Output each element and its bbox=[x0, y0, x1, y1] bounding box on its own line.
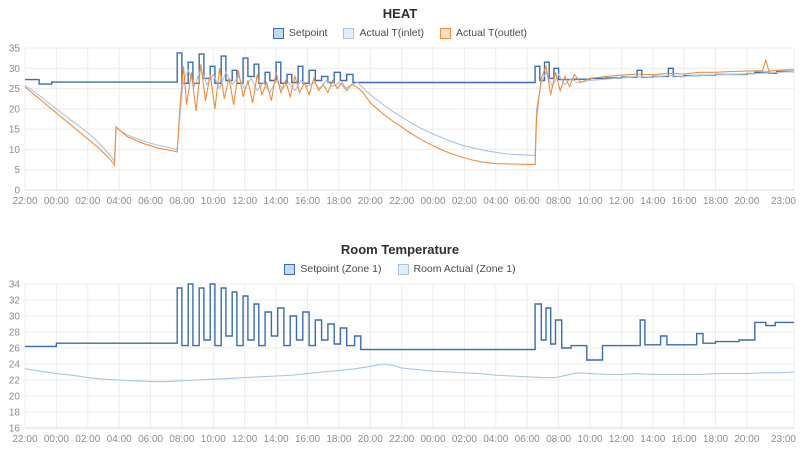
svg-text:30: 30 bbox=[9, 64, 21, 75]
svg-text:18:00: 18:00 bbox=[703, 196, 728, 207]
svg-text:08:00: 08:00 bbox=[169, 196, 194, 207]
svg-text:22: 22 bbox=[9, 376, 21, 387]
legend-item-actual-t-inlet[interactable]: Actual T(inlet) bbox=[343, 27, 424, 39]
svg-text:20:00: 20:00 bbox=[358, 196, 383, 207]
svg-text:18:00: 18:00 bbox=[326, 196, 351, 207]
svg-text:14:00: 14:00 bbox=[640, 434, 665, 445]
svg-text:14:00: 14:00 bbox=[264, 434, 289, 445]
svg-text:12:00: 12:00 bbox=[232, 434, 257, 445]
svg-text:16:00: 16:00 bbox=[672, 196, 697, 207]
heat-chart-panel: HEAT Setpoint Actual T(inlet) Actual T(out… bbox=[0, 0, 800, 212]
svg-text:14:00: 14:00 bbox=[640, 196, 665, 207]
svg-text:16:00: 16:00 bbox=[295, 434, 320, 445]
room-temperature-chart-panel: Room Temperature Setpoint (Zone 1) Room A… bbox=[0, 242, 800, 452]
svg-text:10: 10 bbox=[9, 145, 21, 156]
heat-chart-plot: 0 5 10 15 20 25 30 35 22:00 00:00 02:00 04:00 06:00 0… bbox=[9, 44, 797, 208]
svg-text:08:00: 08:00 bbox=[546, 434, 571, 445]
svg-text:28: 28 bbox=[9, 328, 21, 339]
svg-text:0: 0 bbox=[14, 186, 20, 197]
legend-label: Actual T(outlet) bbox=[456, 27, 528, 39]
svg-text:25: 25 bbox=[9, 84, 21, 95]
svg-text:5: 5 bbox=[14, 165, 20, 176]
legend-item-setpoint[interactable]: Setpoint bbox=[272, 27, 328, 39]
svg-text:14:00: 14:00 bbox=[264, 196, 289, 207]
legend-swatch-icon bbox=[272, 27, 284, 39]
svg-text:00:00: 00:00 bbox=[44, 196, 69, 207]
svg-text:23:00: 23:00 bbox=[771, 434, 796, 445]
svg-text:15: 15 bbox=[9, 125, 21, 136]
legend-swatch-icon bbox=[284, 263, 296, 275]
svg-text:02:00: 02:00 bbox=[75, 434, 100, 445]
svg-text:18:00: 18:00 bbox=[326, 434, 351, 445]
svg-text:16:00: 16:00 bbox=[672, 434, 697, 445]
svg-text:10:00: 10:00 bbox=[201, 196, 226, 207]
legend-swatch-icon bbox=[440, 27, 452, 39]
svg-text:18: 18 bbox=[9, 408, 21, 419]
svg-text:02:00: 02:00 bbox=[452, 434, 477, 445]
legend-label: Actual T(inlet) bbox=[359, 27, 425, 39]
svg-text:04:00: 04:00 bbox=[107, 434, 132, 445]
svg-text:30: 30 bbox=[9, 312, 21, 323]
room-temperature-chart-title: Room Temperature bbox=[340, 242, 460, 257]
svg-text:18:00: 18:00 bbox=[703, 434, 728, 445]
legend-item-room-actual-zone-1[interactable]: Room Actual (Zone 1) bbox=[397, 263, 516, 275]
svg-text:12:00: 12:00 bbox=[609, 196, 634, 207]
svg-text:04:00: 04:00 bbox=[483, 196, 508, 207]
svg-text:23:00: 23:00 bbox=[771, 196, 796, 207]
svg-text:22:00: 22:00 bbox=[389, 434, 414, 445]
room-temperature-chart-legend: Setpoint (Zone 1) Room Actual (Zone 1) bbox=[0, 260, 800, 278]
svg-text:20:00: 20:00 bbox=[358, 434, 383, 445]
svg-text:32: 32 bbox=[9, 296, 21, 307]
svg-text:22:00: 22:00 bbox=[389, 196, 414, 207]
svg-text:04:00: 04:00 bbox=[107, 196, 132, 207]
svg-text:16:00: 16:00 bbox=[295, 196, 320, 207]
heat-chart-legend: Setpoint Actual T(inlet) Actual T(outlet) bbox=[0, 24, 800, 42]
svg-text:20:00: 20:00 bbox=[734, 196, 759, 207]
svg-text:06:00: 06:00 bbox=[138, 434, 163, 445]
legend-item-setpoint-zone-1[interactable]: Setpoint (Zone 1) bbox=[284, 263, 382, 275]
svg-text:16: 16 bbox=[9, 424, 21, 435]
legend-label: Setpoint bbox=[288, 27, 328, 39]
svg-text:22:00: 22:00 bbox=[12, 434, 37, 445]
svg-text:10:00: 10:00 bbox=[577, 196, 602, 207]
legend-swatch-icon bbox=[397, 263, 409, 275]
svg-text:02:00: 02:00 bbox=[75, 196, 100, 207]
svg-text:06:00: 06:00 bbox=[515, 196, 540, 207]
svg-text:12:00: 12:00 bbox=[609, 434, 634, 445]
svg-text:24: 24 bbox=[9, 360, 21, 371]
svg-text:00:00: 00:00 bbox=[420, 196, 445, 207]
svg-text:20: 20 bbox=[9, 392, 21, 403]
legend-label: Setpoint (Zone 1) bbox=[300, 263, 382, 275]
svg-text:06:00: 06:00 bbox=[515, 434, 540, 445]
svg-text:08:00: 08:00 bbox=[546, 196, 571, 207]
svg-text:12:00: 12:00 bbox=[232, 196, 257, 207]
svg-text:10:00: 10:00 bbox=[577, 434, 602, 445]
svg-text:00:00: 00:00 bbox=[44, 434, 69, 445]
legend-swatch-icon bbox=[343, 27, 355, 39]
svg-text:26: 26 bbox=[9, 344, 21, 355]
svg-text:34: 34 bbox=[9, 280, 21, 291]
charts-dashboard: HEAT Setpoint Actual T(inlet) Actual T(out… bbox=[0, 0, 800, 452]
svg-text:35: 35 bbox=[9, 44, 21, 55]
svg-text:22:00: 22:00 bbox=[12, 196, 37, 207]
svg-text:20: 20 bbox=[9, 104, 21, 115]
svg-text:06:00: 06:00 bbox=[138, 196, 163, 207]
svg-text:00:00: 00:00 bbox=[420, 434, 445, 445]
svg-text:20:00: 20:00 bbox=[734, 434, 759, 445]
room-temperature-chart-plot: 16 18 20 22 24 26 28 30 32 34 22:00 00:00 02:00 04:00… bbox=[9, 280, 797, 446]
svg-text:08:00: 08:00 bbox=[169, 434, 194, 445]
svg-text:04:00: 04:00 bbox=[483, 434, 508, 445]
svg-text:02:00: 02:00 bbox=[452, 196, 477, 207]
svg-text:10:00: 10:00 bbox=[201, 434, 226, 445]
legend-item-actual-t-outlet[interactable]: Actual T(outlet) bbox=[440, 27, 527, 39]
heat-chart-title: HEAT bbox=[382, 6, 418, 21]
legend-label: Room Actual (Zone 1) bbox=[413, 263, 516, 275]
